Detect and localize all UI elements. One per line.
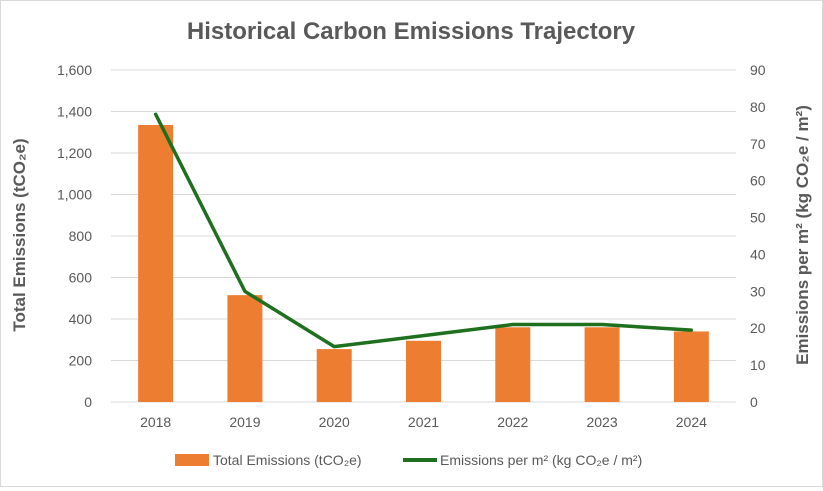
- x-tick-label: 2024: [676, 414, 707, 430]
- legend-swatch-bar: [175, 454, 209, 466]
- y2-tick-label: 40: [750, 246, 766, 262]
- y-axis-title: Total Emissions (tCO₂e): [10, 138, 29, 331]
- left-axis-ticks: 0 200 400 600 800 1,000 1,200 1,400 1,600: [57, 62, 92, 410]
- y-tick-label: 600: [69, 270, 93, 286]
- series-line: [153, 112, 694, 349]
- y2-tick-label: 80: [750, 99, 766, 115]
- y2-axis-title: Emissions per m² (kg CO₂e / m²): [793, 105, 812, 365]
- y2-tick-label: 20: [750, 320, 766, 336]
- y2-tick-label: 70: [750, 136, 766, 152]
- y2-tick-label: 50: [750, 210, 766, 226]
- y-tick-label: 1,000: [57, 187, 92, 203]
- bar-series: [138, 124, 709, 403]
- x-axis-ticks: 2018 2019 2020 2021 2022 2023 2024: [140, 414, 707, 430]
- legend-label-line: Emissions per m² (kg CO₂e / m²): [440, 452, 642, 468]
- y-tick-label: 0: [84, 394, 92, 410]
- y-tick-label: 1,400: [57, 104, 92, 120]
- y-tick-label: 1,200: [57, 145, 92, 161]
- legend-label-bar: Total Emissions (tCO₂e): [213, 452, 362, 468]
- y-tick-label: 200: [69, 353, 93, 369]
- legend: Total Emissions (tCO₂e) Emissions per m²…: [175, 452, 642, 468]
- x-tick-label: 2018: [140, 414, 171, 430]
- bar: [673, 331, 709, 402]
- y2-tick-label: 0: [750, 394, 758, 410]
- y2-tick-label: 30: [750, 283, 766, 299]
- y2-tick-label: 10: [750, 357, 766, 373]
- x-tick-label: 2020: [319, 414, 350, 430]
- bar: [316, 349, 352, 402]
- line-series: [153, 112, 694, 349]
- chart-title: Historical Carbon Emissions Trajectory: [187, 18, 636, 45]
- bar: [227, 295, 263, 402]
- y-tick-label: 400: [69, 311, 93, 327]
- y2-tick-label: 60: [750, 173, 766, 189]
- y2-tick-label: 90: [750, 62, 766, 78]
- bar: [584, 327, 620, 402]
- bar: [495, 327, 531, 402]
- x-tick-label: 2021: [408, 414, 439, 430]
- y-tick-label: 800: [69, 228, 93, 244]
- x-tick-label: 2023: [586, 414, 617, 430]
- bar: [406, 340, 441, 402]
- x-tick-label: 2022: [497, 414, 528, 430]
- y-tick-label: 1,600: [57, 62, 92, 78]
- right-axis-ticks: 0 10 20 30 40 50 60 70 80 90: [750, 62, 766, 410]
- bar: [138, 124, 174, 403]
- x-tick-label: 2019: [229, 414, 260, 430]
